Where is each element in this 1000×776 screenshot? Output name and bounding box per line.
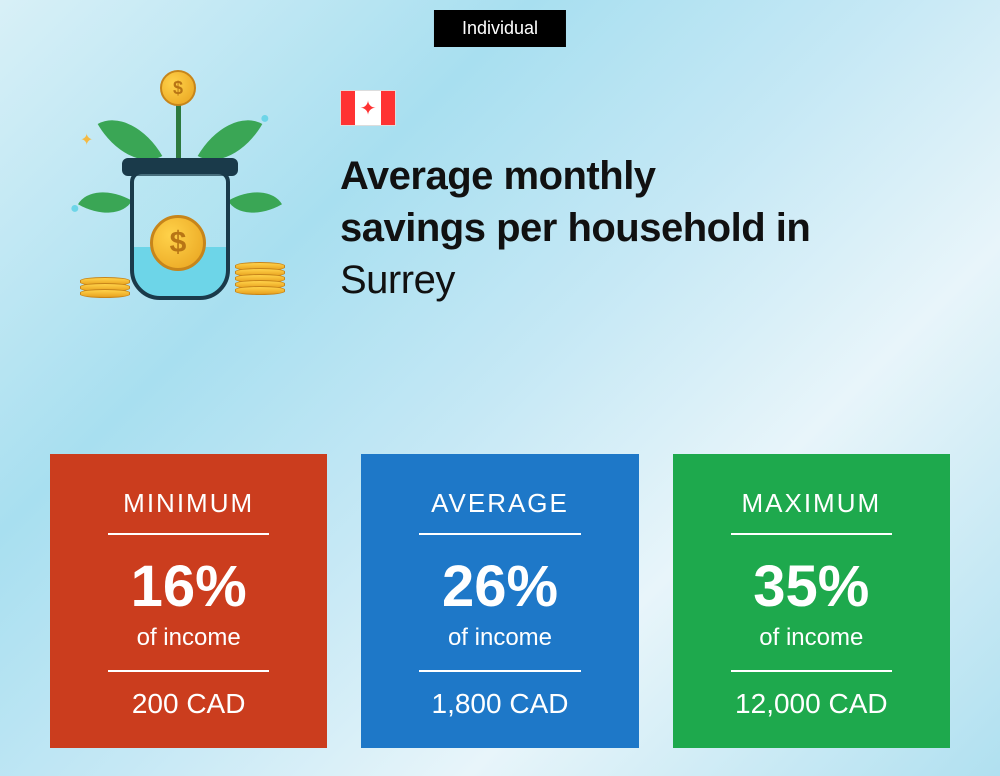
coin-stack-icon <box>80 280 130 298</box>
card-sub: of income <box>389 624 610 652</box>
card-percent: 16% <box>78 553 299 620</box>
card-sub: of income <box>78 624 299 652</box>
leaf-icon <box>228 178 282 226</box>
savings-illustration: ✦ ● ● $ $ <box>60 70 300 330</box>
maple-leaf-icon: ✦ <box>355 91 381 125</box>
card-label: MINIMUM <box>78 488 299 519</box>
card-minimum: MINIMUM 16% of income 200 CAD <box>50 454 327 748</box>
flag-stripe <box>341 91 355 125</box>
canada-flag-icon: ✦ <box>340 90 396 126</box>
card-maximum: MAXIMUM 35% of income 12,000 CAD <box>673 454 950 748</box>
coin-icon: $ <box>150 215 206 271</box>
card-label: MAXIMUM <box>701 488 922 519</box>
coin-stack-icon <box>235 265 285 295</box>
title-block: ✦ Average monthly savings per household … <box>340 70 940 306</box>
stat-cards: MINIMUM 16% of income 200 CAD AVERAGE 26… <box>50 454 950 748</box>
leaf-icon <box>78 178 132 226</box>
card-label: AVERAGE <box>389 488 610 519</box>
card-amount: 200 CAD <box>78 688 299 720</box>
divider <box>731 533 892 535</box>
card-percent: 35% <box>701 553 922 620</box>
divider <box>419 670 580 672</box>
divider <box>419 533 580 535</box>
category-badge: Individual <box>434 10 566 47</box>
card-average: AVERAGE 26% of income 1,800 CAD <box>361 454 638 748</box>
title-line-2: savings per household in <box>340 206 810 250</box>
header-row: ✦ ● ● $ $ ✦ Average monthly savings per … <box>60 70 940 330</box>
card-amount: 1,800 CAD <box>389 688 610 720</box>
card-percent: 26% <box>389 553 610 620</box>
title-line-1: Average monthly <box>340 154 656 198</box>
flag-stripe <box>381 91 395 125</box>
divider <box>108 670 269 672</box>
sparkle-icon: ✦ <box>80 130 93 150</box>
coin-icon: $ <box>160 70 196 106</box>
title-city: Surrey <box>340 258 455 302</box>
page-title: Average monthly savings per household in… <box>340 150 940 306</box>
card-amount: 12,000 CAD <box>701 688 922 720</box>
divider <box>108 533 269 535</box>
card-sub: of income <box>701 624 922 652</box>
divider <box>731 670 892 672</box>
